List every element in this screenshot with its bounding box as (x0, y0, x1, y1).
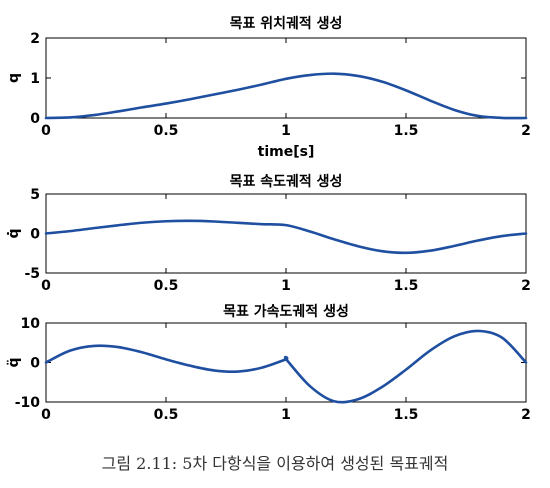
x-tick-label: 2 (521, 123, 531, 139)
x-tick-label: 0.5 (154, 123, 179, 139)
x-tick-label: 1 (281, 278, 291, 294)
y-tick-label: 2 (30, 31, 40, 47)
chart-title: 목표 위치궤적 생성 (230, 15, 343, 32)
y-tick-label: 0 (30, 111, 40, 127)
figure-caption: 그림 2.11: 5차 다항식을 이용하여 생성된 목표궤적 (101, 454, 449, 473)
y-tick-label: 5 (30, 187, 40, 203)
figure: 0 0.5 1 1.5 2 0 1 2 목표 위치궤적 생성 q time[s] 0 0.5 1 1.5 2… (6, 15, 531, 423)
x-tick-label: 1.5 (394, 407, 419, 423)
x-tick-label: 0.5 (154, 407, 179, 423)
x-tick-label: 0 (41, 123, 51, 139)
chart-title: 목표 가속도궤적 생성 (223, 303, 349, 320)
y-tick-label: -10 (15, 395, 41, 411)
y-axis-label: q (6, 73, 22, 83)
x-tick-label: 1 (281, 407, 291, 423)
x-tick-label: 0 (41, 278, 51, 294)
x-tick-label: 0 (41, 407, 51, 423)
x-axis-label: time[s] (258, 144, 315, 160)
plot-frame (45, 322, 527, 403)
y-axis-label: q̈ (6, 357, 22, 367)
series-line-0 (44, 72, 528, 120)
x-tick-label: 2 (521, 278, 531, 294)
x-tick-label: 1 (281, 123, 291, 139)
position-chart: 0 0.5 1 1.5 2 0 1 2 목표 위치궤적 생성 q time[s] (6, 15, 531, 160)
x-tick-label: 1.5 (394, 278, 419, 294)
y-tick-label: 0 (30, 227, 40, 243)
y-axis-label: q̇ (6, 228, 22, 238)
y-tick-label: 1 (30, 71, 40, 87)
chart-title: 목표 속도궤적 생성 (230, 173, 343, 190)
x-tick-label: 0.5 (154, 278, 179, 294)
plot-frame (45, 193, 527, 274)
x-tick-label: 2 (521, 407, 531, 423)
series-line-0 (44, 219, 528, 255)
y-tick-label: 0 (30, 356, 40, 372)
x-tick-label: 1.5 (394, 123, 419, 139)
y-tick-label: 10 (21, 316, 41, 332)
series-line-0 (44, 329, 528, 404)
y-tick-label: -5 (24, 266, 40, 282)
